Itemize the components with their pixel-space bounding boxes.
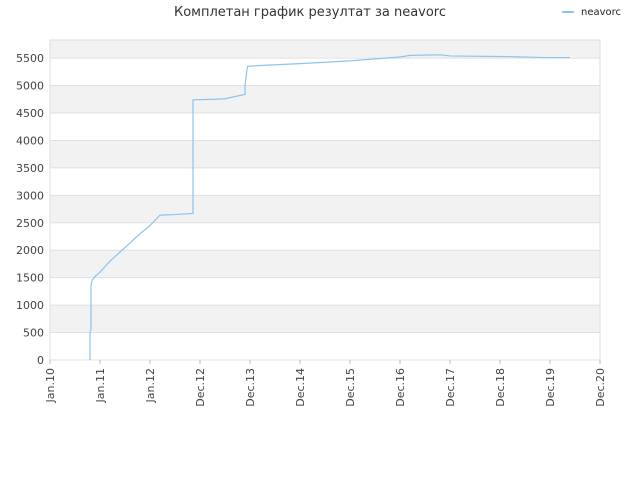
chart-title: Комплетан график резултат за neavorc xyxy=(174,5,446,20)
y-tick-label: 4500 xyxy=(16,107,44,120)
y-tick-label: 4000 xyxy=(16,134,44,147)
y-tick-label: 5000 xyxy=(16,80,44,93)
grid-band xyxy=(50,305,600,333)
x-tick-label: Dec.19 xyxy=(544,368,557,407)
y-tick-label: 3000 xyxy=(16,189,44,202)
y-tick-label: 2000 xyxy=(16,244,44,257)
y-tick-label: 1000 xyxy=(16,299,44,312)
x-tick-label: Dec.13 xyxy=(244,368,257,407)
y-tick-label: 5500 xyxy=(16,52,44,65)
grid-band xyxy=(50,140,600,168)
legend-label: neavorc xyxy=(581,7,621,18)
grid-band xyxy=(50,195,600,223)
y-tick-label: 0 xyxy=(37,354,44,367)
y-tick-label: 500 xyxy=(23,327,44,340)
x-tick-label: Jan.10 xyxy=(44,368,57,403)
x-tick-label: Dec.18 xyxy=(494,368,507,407)
grid-band xyxy=(50,40,600,59)
x-tick-label: Dec.16 xyxy=(394,368,407,407)
data-line xyxy=(89,54,570,360)
x-tick-label: Dec.14 xyxy=(294,368,307,407)
grid-band xyxy=(50,85,600,114)
x-tick-label: Jan.11 xyxy=(94,368,107,403)
x-tick-label: Dec.20 xyxy=(594,368,607,407)
grid-band xyxy=(50,250,600,278)
y-tick-label: 2500 xyxy=(16,217,44,230)
x-tick-label: Dec.17 xyxy=(444,368,457,407)
x-tick-label: Dec.12 xyxy=(194,368,207,407)
y-tick-label: 1500 xyxy=(16,272,44,285)
x-tick-label: Dec.15 xyxy=(344,368,357,407)
x-tick-label: Jan.12 xyxy=(144,368,157,403)
y-tick-label: 3500 xyxy=(16,162,44,175)
